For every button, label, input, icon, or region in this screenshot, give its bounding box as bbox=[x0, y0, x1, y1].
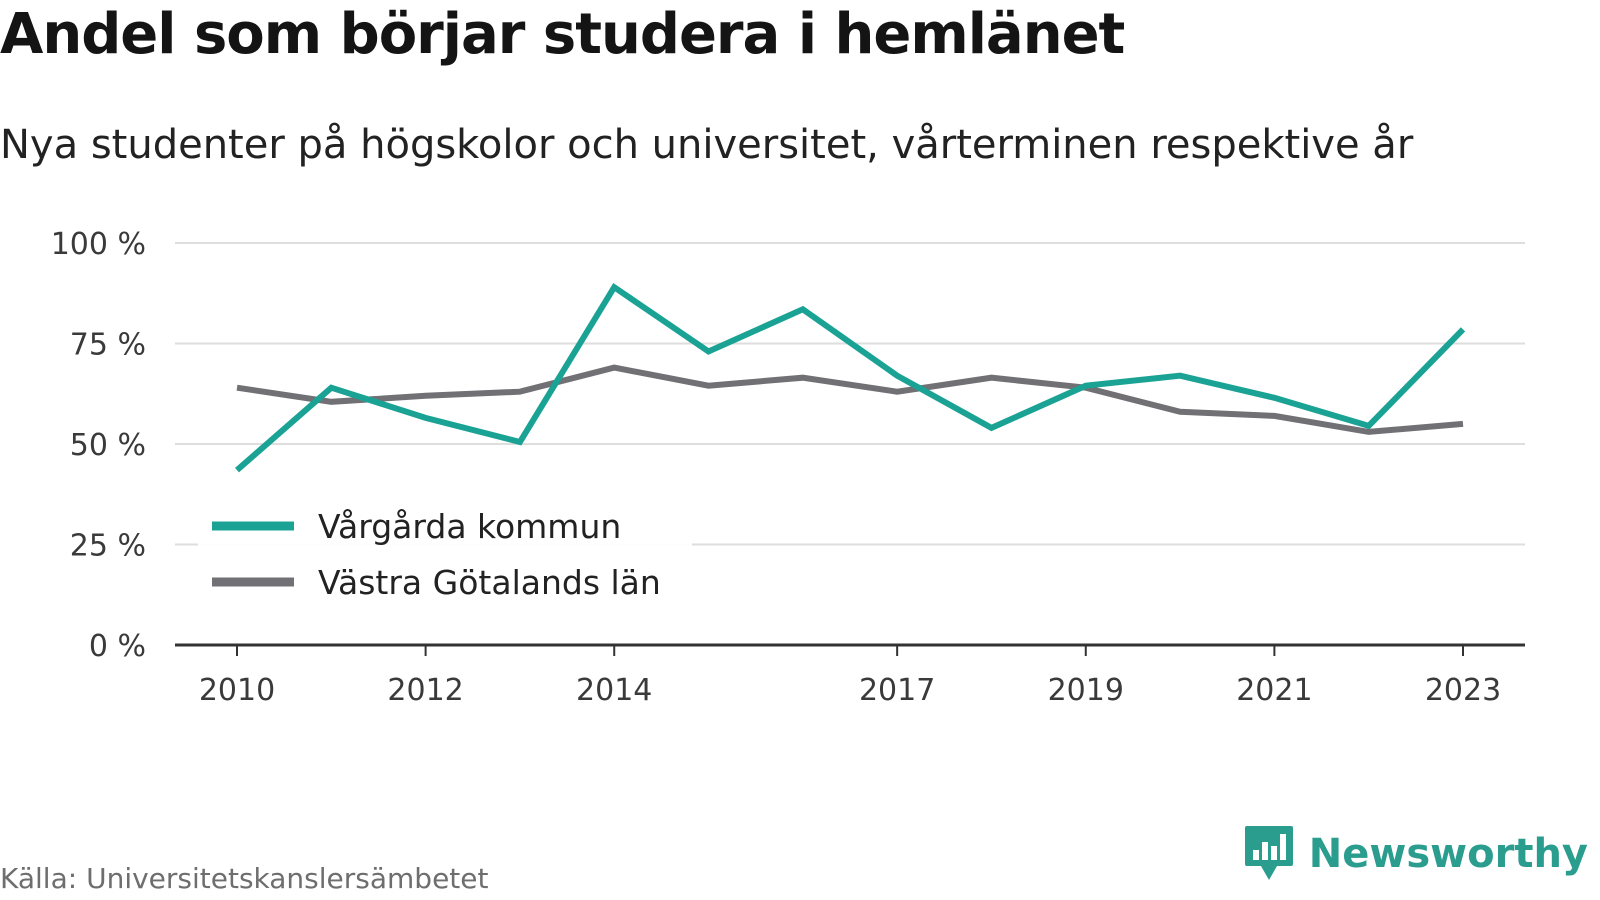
x-tick-label: 2012 bbox=[387, 673, 463, 708]
x-tick-label: 2014 bbox=[576, 673, 652, 708]
brand-name: Newsworthy bbox=[1308, 831, 1588, 877]
bar-chart-pin-icon bbox=[1244, 826, 1293, 880]
series-lines bbox=[235, 282, 1466, 473]
source-note: Källa: Universitetskanslersämbetet bbox=[0, 862, 489, 895]
series-line-0 bbox=[235, 282, 1466, 473]
x-tick-label: 2010 bbox=[199, 673, 275, 708]
x-tick-label: 2017 bbox=[859, 673, 935, 708]
x-tick-label: 2023 bbox=[1425, 673, 1501, 708]
x-tick-label: 2021 bbox=[1236, 673, 1312, 708]
legend-label: Vårgårda kommun bbox=[318, 507, 621, 546]
line-chart: 0 %25 %50 %75 %100 % 2010 2012 2014 2017 201… bbox=[51, 227, 1525, 708]
brand-logo: Newsworthy bbox=[1243, 824, 1588, 884]
y-tick-label: 25 % bbox=[70, 529, 146, 564]
y-tick-label: 0 % bbox=[89, 629, 146, 664]
legend-label: Västra Götalands län bbox=[318, 563, 661, 602]
chart-subtitle: Nya studenter på högskolor och universit… bbox=[0, 122, 1414, 168]
x-tick-label: 2019 bbox=[1048, 673, 1124, 708]
y-tick-label: 50 % bbox=[70, 428, 146, 463]
x-axis-ticks: 2010 2012 2014 2017 2019 2021 2023 bbox=[199, 645, 1501, 708]
series-line-1 bbox=[236, 364, 1464, 435]
y-tick-label: 75 % bbox=[70, 328, 146, 363]
y-tick-label: 100 % bbox=[51, 227, 146, 262]
y-axis-ticks: 0 % 25 % 50 % 75 % 100 % bbox=[51, 227, 146, 664]
legend: Vårgårda kommun Västra Götalands län bbox=[198, 498, 692, 618]
chart-title: Andel som börjar studera i hemlänet bbox=[0, 2, 1125, 67]
legend-background bbox=[198, 498, 692, 618]
